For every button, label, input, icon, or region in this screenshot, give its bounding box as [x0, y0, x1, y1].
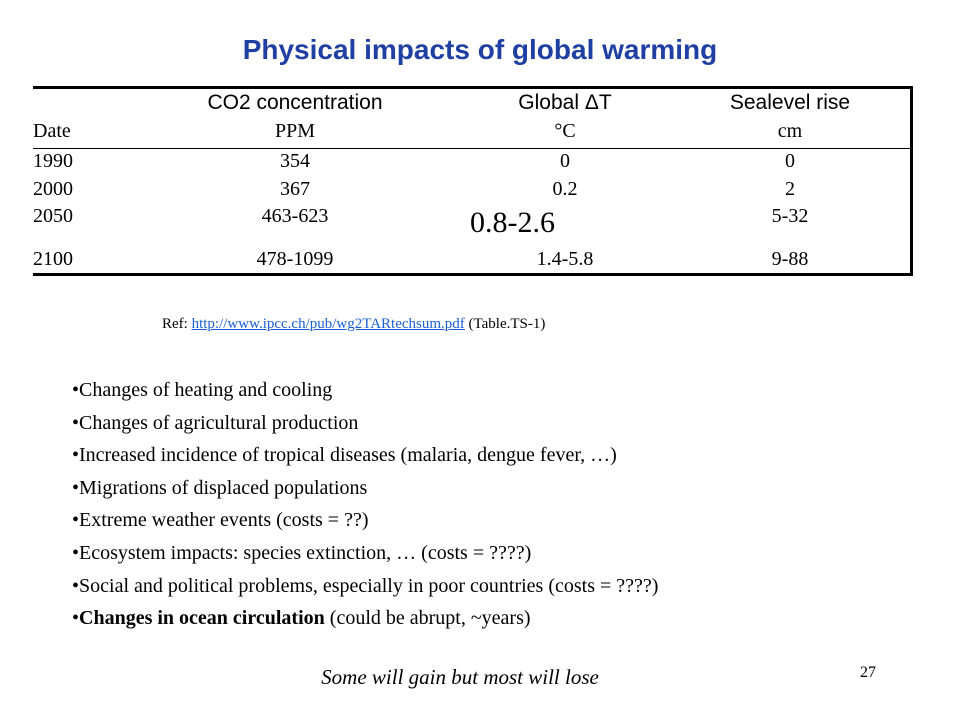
list-item: Changes of heating and cooling [72, 374, 658, 407]
row-temp: 0.2 [552, 178, 578, 200]
table-right-rule [910, 86, 913, 276]
reference-suffix: (Table.TS-1) [464, 316, 546, 332]
table-header-rule [33, 148, 913, 149]
reference-prefix: Ref: [162, 316, 192, 332]
list-item: Increased incidence of tropical diseases… [72, 439, 658, 472]
list-item: Changes in ocean circulation (could be a… [72, 602, 658, 635]
slide-title: Physical impacts of global warming [242, 34, 718, 65]
header-co2: CO2 concentration [207, 91, 383, 114]
header-global-dt: Global ΔT [518, 91, 612, 114]
row-temp: 0 [560, 150, 570, 172]
row-co2: 367 [280, 178, 310, 200]
list-item: Migrations of displaced populations [72, 472, 658, 505]
row-co2: 478-1099 [256, 248, 334, 270]
row-temp: 0.8-2.6 [470, 206, 555, 239]
unit-co2: PPM [274, 120, 316, 142]
table-top-rule [33, 86, 913, 89]
header-sealevel: Sealevel rise [729, 91, 851, 114]
list-item-bold: Changes in ocean circulation [79, 607, 325, 630]
unit-date: Date [33, 120, 71, 142]
list-item: Extreme weather events (costs = ??) [72, 504, 658, 537]
list-item: Social and political problems, especiall… [72, 570, 658, 603]
row-sea: 9-88 [771, 248, 809, 270]
row-date: 2000 [33, 178, 73, 200]
row-date: 2050 [33, 205, 73, 227]
row-co2: 354 [280, 150, 310, 172]
row-sea: 0 [785, 150, 795, 172]
list-item: Changes of agricultural production [72, 407, 658, 440]
row-co2: 463-623 [261, 205, 329, 227]
unit-sea: cm [777, 120, 803, 142]
impact-list: Changes of heating and cooling Changes o… [72, 374, 658, 635]
list-item-rest: (could be abrupt, ~years) [324, 607, 531, 630]
list-item: Ecosystem impacts: species extinction, …… [72, 537, 658, 570]
row-date: 2100 [33, 248, 73, 270]
reference-note: Ref: http://www.ipcc.ch/pub/wg2TARtechsu… [162, 316, 545, 333]
row-sea: 5-32 [771, 205, 809, 227]
row-sea: 2 [785, 178, 795, 200]
row-temp: 1.4-5.8 [536, 248, 594, 270]
row-date: 1990 [33, 150, 73, 172]
tagline: Some will gain but most will lose [321, 665, 599, 689]
table-bottom-rule [33, 273, 913, 276]
page-number: 27 [860, 664, 876, 681]
reference-link[interactable]: http://www.ipcc.ch/pub/wg2TARtechsum.pdf [191, 316, 465, 332]
unit-temp: °C [554, 120, 576, 142]
